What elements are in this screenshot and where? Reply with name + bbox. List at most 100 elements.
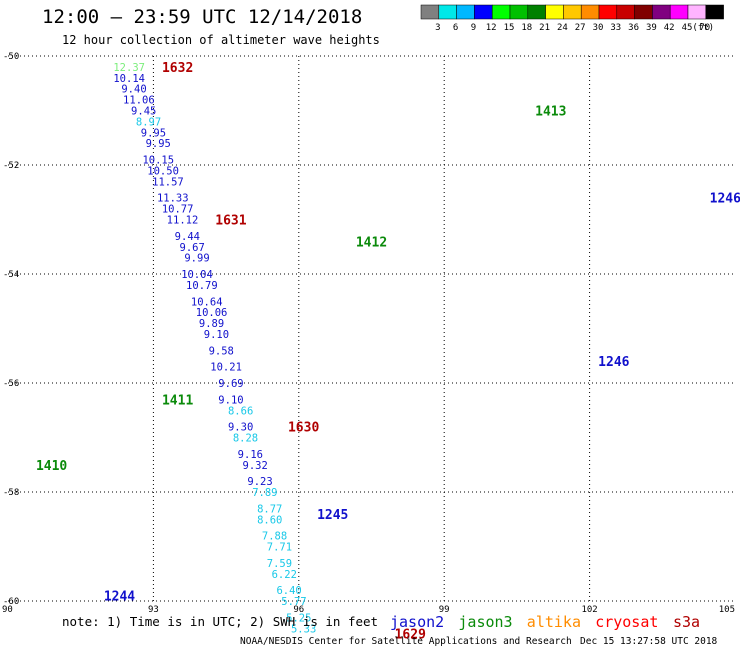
legend-tick-label: 9 — [471, 23, 476, 33]
y-tick-label: -60 — [3, 597, 19, 607]
legend-tick-label: 15 — [504, 23, 515, 33]
wave-height-label: 10.15 — [142, 155, 174, 167]
wave-height-label: 10.50 — [147, 165, 179, 177]
wave-height-label: 9.69 — [218, 378, 243, 390]
pass-label: 1244 — [104, 590, 135, 605]
wave-height-label: 10.06 — [196, 307, 228, 319]
plot-axes: 90 93 96 99 102 105 -50 -52 -54 -56 -58 -60 — [2, 52, 735, 615]
wave-height-label: 10.04 — [181, 269, 213, 281]
legend-swatch — [669, 4, 689, 20]
wave-height-label: 9.45 — [131, 106, 156, 118]
wave-height-label: 11.57 — [152, 176, 184, 188]
legend-swatch — [563, 4, 582, 20]
legend-tick-label: 12 — [486, 23, 497, 33]
pass-label: 1413 — [535, 105, 566, 120]
legend-tick-label: 21 — [539, 23, 550, 33]
legend-tick-label: 36 — [628, 23, 639, 33]
wave-height-label: 5.25 — [286, 612, 311, 624]
wave-height-label: 6.40 — [276, 585, 301, 597]
satellite-legend-entry: s3a — [673, 613, 700, 631]
wave-height-label: 9.89 — [199, 318, 224, 330]
wave-height-label: 9.58 — [209, 345, 234, 357]
legend-tick-label: 39 — [646, 23, 657, 33]
wave-height-label: 9.67 — [180, 242, 205, 254]
legend-swatch — [474, 4, 493, 20]
wave-height-label: 9.16 — [238, 449, 263, 461]
y-tick-label: -54 — [3, 270, 19, 280]
wave-height-label: 7.88 — [262, 531, 287, 543]
wave-height-label: 8.77 — [257, 503, 282, 515]
wave-height-label: 10.21 — [210, 362, 242, 374]
pass-label: 1630 — [288, 421, 319, 436]
y-tick-label: -50 — [3, 52, 19, 62]
legend-swatch — [634, 4, 653, 20]
satellite-legend-entry: cryosat — [595, 613, 658, 631]
legend-tick-label: 24 — [557, 23, 568, 33]
pass-label: 1246 — [598, 355, 629, 370]
wave-height-label: 11.33 — [157, 193, 189, 205]
satellite-legend-entry: jason3 — [458, 613, 512, 631]
wave-height-label: 9.95 — [146, 138, 171, 150]
legend-tick-label: 45 — [682, 23, 693, 33]
wave-height-label: 9.30 — [228, 422, 253, 434]
legend-swatch — [491, 4, 511, 20]
chart-title: 12:00 – 23:59 UTC 12/14/2018 — [42, 6, 363, 28]
wave-height-label: 9.95 — [141, 127, 166, 139]
y-tick-label: -58 — [3, 488, 19, 498]
x-tick-label: 105 — [719, 605, 735, 615]
y-tick-label: -52 — [3, 161, 19, 171]
legend-swatch — [456, 4, 475, 20]
legend-swatch — [652, 4, 671, 20]
legend-swatch — [509, 4, 529, 20]
legend-swatch — [580, 4, 600, 20]
legend-tick-label: 42 — [664, 23, 675, 33]
pass-label: 1412 — [356, 235, 387, 250]
wave-height-label: 9.10 — [218, 394, 243, 406]
footer-credit: NOAA/NESDIS Center for Satellite Applica… — [240, 636, 572, 647]
pass-label: 1246 — [710, 192, 740, 207]
pass-label: 1410 — [36, 459, 67, 474]
wave-height-label: 11.12 — [167, 215, 199, 227]
legend-tick-label: 33 — [610, 23, 621, 33]
pass-labels: 1632 1631 1630 1629 1413 1412 1411 1410 1246 1245… — [36, 61, 740, 643]
satellite-legend-entry: altika — [527, 613, 581, 631]
wave-height-label: 9.23 — [247, 476, 272, 488]
wave-height-label: 5.77 — [281, 596, 306, 608]
satellite-legend-entry: jason2 — [390, 613, 444, 631]
pass-label: 1411 — [162, 393, 193, 408]
wave-height-label: 10.64 — [191, 296, 223, 308]
x-tick-label: 102 — [581, 605, 597, 615]
footer: note: 1) Time is in UTC; 2) SWH is in fe… — [62, 613, 718, 647]
wave-height-label: 8.66 — [228, 405, 253, 417]
x-tick-label: 93 — [148, 605, 159, 615]
pass-label: 1629 — [395, 628, 426, 643]
wave-height-label: 9.32 — [243, 460, 268, 472]
pass-label: 1245 — [317, 508, 348, 523]
legend-tick-label: 70 — [699, 23, 710, 33]
legend-tick-label: 18 — [521, 23, 532, 33]
legend-swatch — [438, 4, 457, 20]
legend-unit: (ft) — [692, 23, 714, 33]
legend-tick-label: 27 — [575, 23, 586, 33]
legend-swatch — [687, 4, 707, 20]
legend-swatch — [616, 4, 635, 20]
legend-swatch — [705, 4, 724, 20]
plot-grid — [8, 55, 735, 602]
wave-height-label: 8.97 — [136, 116, 161, 128]
wave-height-label: 7.71 — [267, 542, 292, 554]
footer-stamp: Dec 15 13:27:58 UTC 2018 — [580, 636, 718, 647]
pass-label: 1632 — [162, 61, 193, 76]
wave-height-label: 10.79 — [186, 280, 218, 292]
wave-height-label: 11.06 — [123, 95, 155, 107]
legend-tick-label: 6 — [453, 23, 458, 33]
wave-height-label: 7.59 — [267, 558, 292, 570]
pass-label: 1631 — [215, 214, 246, 229]
wave-height-label: 10.14 — [113, 73, 145, 85]
wave-height-label: 8.60 — [257, 514, 282, 526]
wave-height-label: 9.99 — [184, 253, 209, 265]
x-tick-label: 96 — [293, 605, 304, 615]
wave-height-label: 9.44 — [175, 231, 200, 243]
color-scale-legend: 3 6 9 12 15 18 21 24 27 30 33 36 39 42 45 70(ft) — [420, 4, 724, 33]
